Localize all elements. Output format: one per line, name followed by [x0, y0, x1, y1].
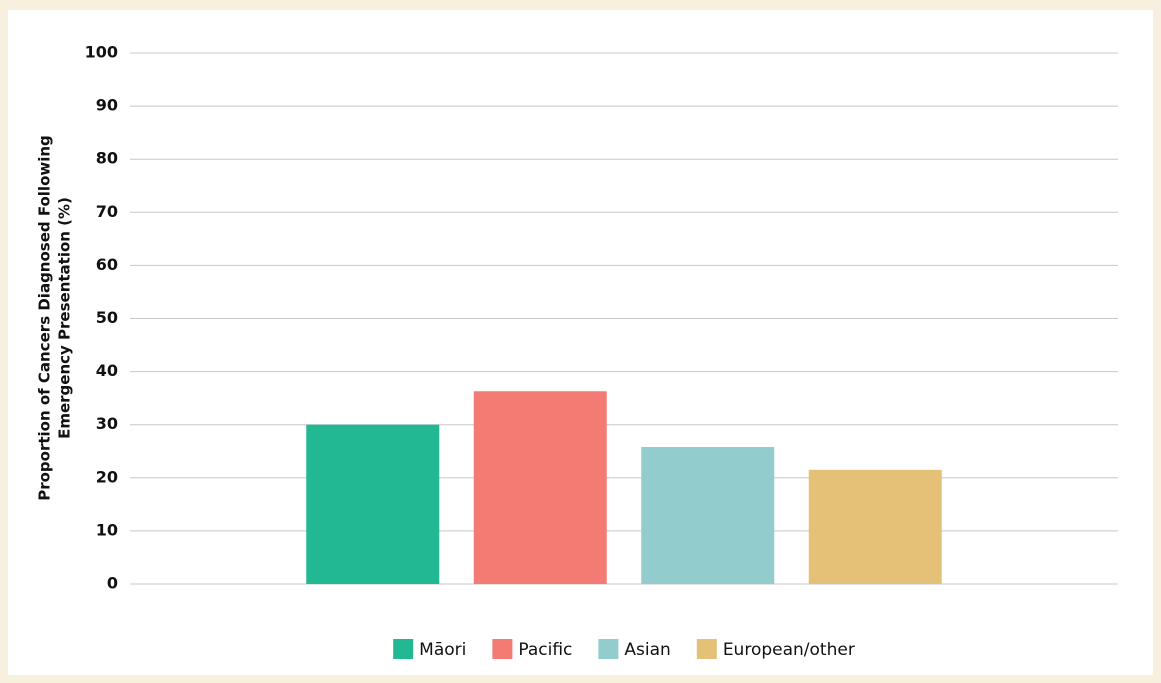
legend-swatch [492, 639, 513, 659]
y-tick-label: 40 [96, 361, 118, 380]
y-tick-label: 70 [96, 202, 118, 221]
bar [808, 469, 942, 584]
bar [306, 424, 440, 584]
legend-swatch [598, 639, 619, 659]
y-axis-title: Proportion of Cancers Diagnosed Followin… [36, 135, 54, 501]
legend-swatch [696, 639, 717, 659]
bar [473, 391, 607, 584]
y-tick-label: 100 [85, 43, 118, 62]
y-axis-title-group: Proportion of Cancers Diagnosed Followin… [36, 135, 74, 501]
y-tick-label: 10 [96, 520, 118, 539]
y-tick-label: 0 [107, 574, 118, 593]
legend-label: European/other [723, 640, 855, 660]
legend-label: Asian [624, 640, 670, 660]
legend-swatch [393, 639, 414, 659]
bar [641, 447, 775, 584]
y-tick-label: 90 [96, 96, 118, 115]
legend-label: Māori [419, 640, 466, 660]
y-axis-title: Emergency Presentation (%) [56, 197, 74, 439]
y-tick-label: 20 [96, 467, 118, 486]
y-tick-label: 30 [96, 414, 118, 433]
y-tick-label: 60 [96, 255, 118, 274]
y-tick-label: 50 [96, 308, 118, 327]
y-tick-label: 80 [96, 149, 118, 168]
legend-label: Pacific [518, 640, 572, 660]
